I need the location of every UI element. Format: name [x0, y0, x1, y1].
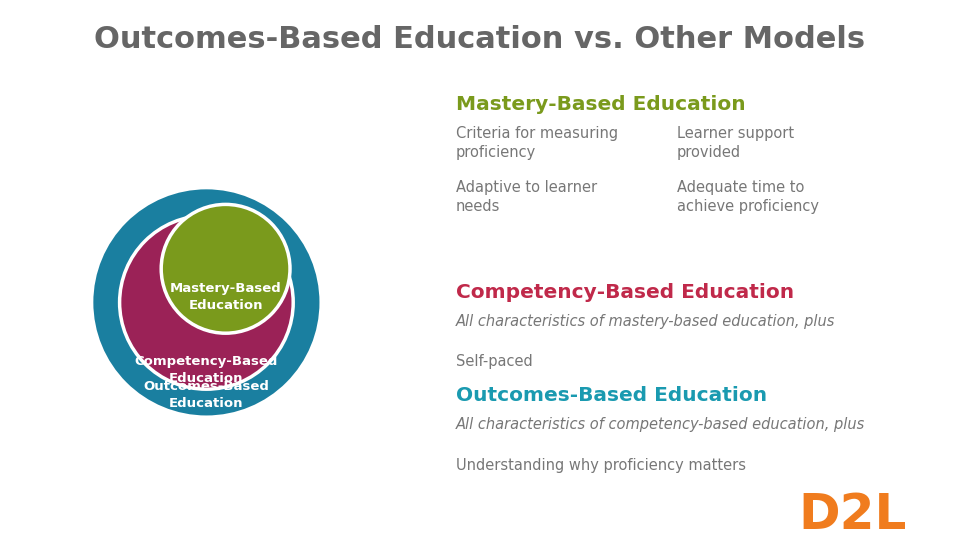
Circle shape [91, 188, 322, 417]
Text: Self-paced: Self-paced [456, 354, 533, 369]
Text: Criteria for measuring
proficiency: Criteria for measuring proficiency [456, 126, 618, 160]
Text: Outcomes-Based Education vs. Other Models: Outcomes-Based Education vs. Other Model… [94, 25, 866, 54]
Text: All characteristics of competency-based education, plus: All characteristics of competency-based … [456, 417, 865, 432]
Circle shape [120, 216, 293, 389]
Text: Learner support
provided: Learner support provided [677, 126, 794, 160]
Text: Competency-Based Education: Competency-Based Education [456, 283, 794, 302]
Text: Outcomes-Based Education: Outcomes-Based Education [456, 386, 767, 405]
Circle shape [161, 204, 290, 333]
Text: D2L: D2L [799, 491, 907, 539]
Text: Mastery-Based Education: Mastery-Based Education [456, 95, 746, 114]
Text: Mastery-Based
Education: Mastery-Based Education [170, 282, 281, 312]
Text: Understanding why proficiency matters: Understanding why proficiency matters [456, 458, 746, 473]
Text: Outcomes-Based
Education: Outcomes-Based Education [143, 380, 270, 410]
Text: All characteristics of mastery-based education, plus: All characteristics of mastery-based edu… [456, 314, 835, 329]
Text: Competency-Based
Education: Competency-Based Education [134, 354, 278, 385]
Text: Adaptive to learner
needs: Adaptive to learner needs [456, 180, 597, 214]
Text: Adequate time to
achieve proficiency: Adequate time to achieve proficiency [677, 180, 819, 214]
